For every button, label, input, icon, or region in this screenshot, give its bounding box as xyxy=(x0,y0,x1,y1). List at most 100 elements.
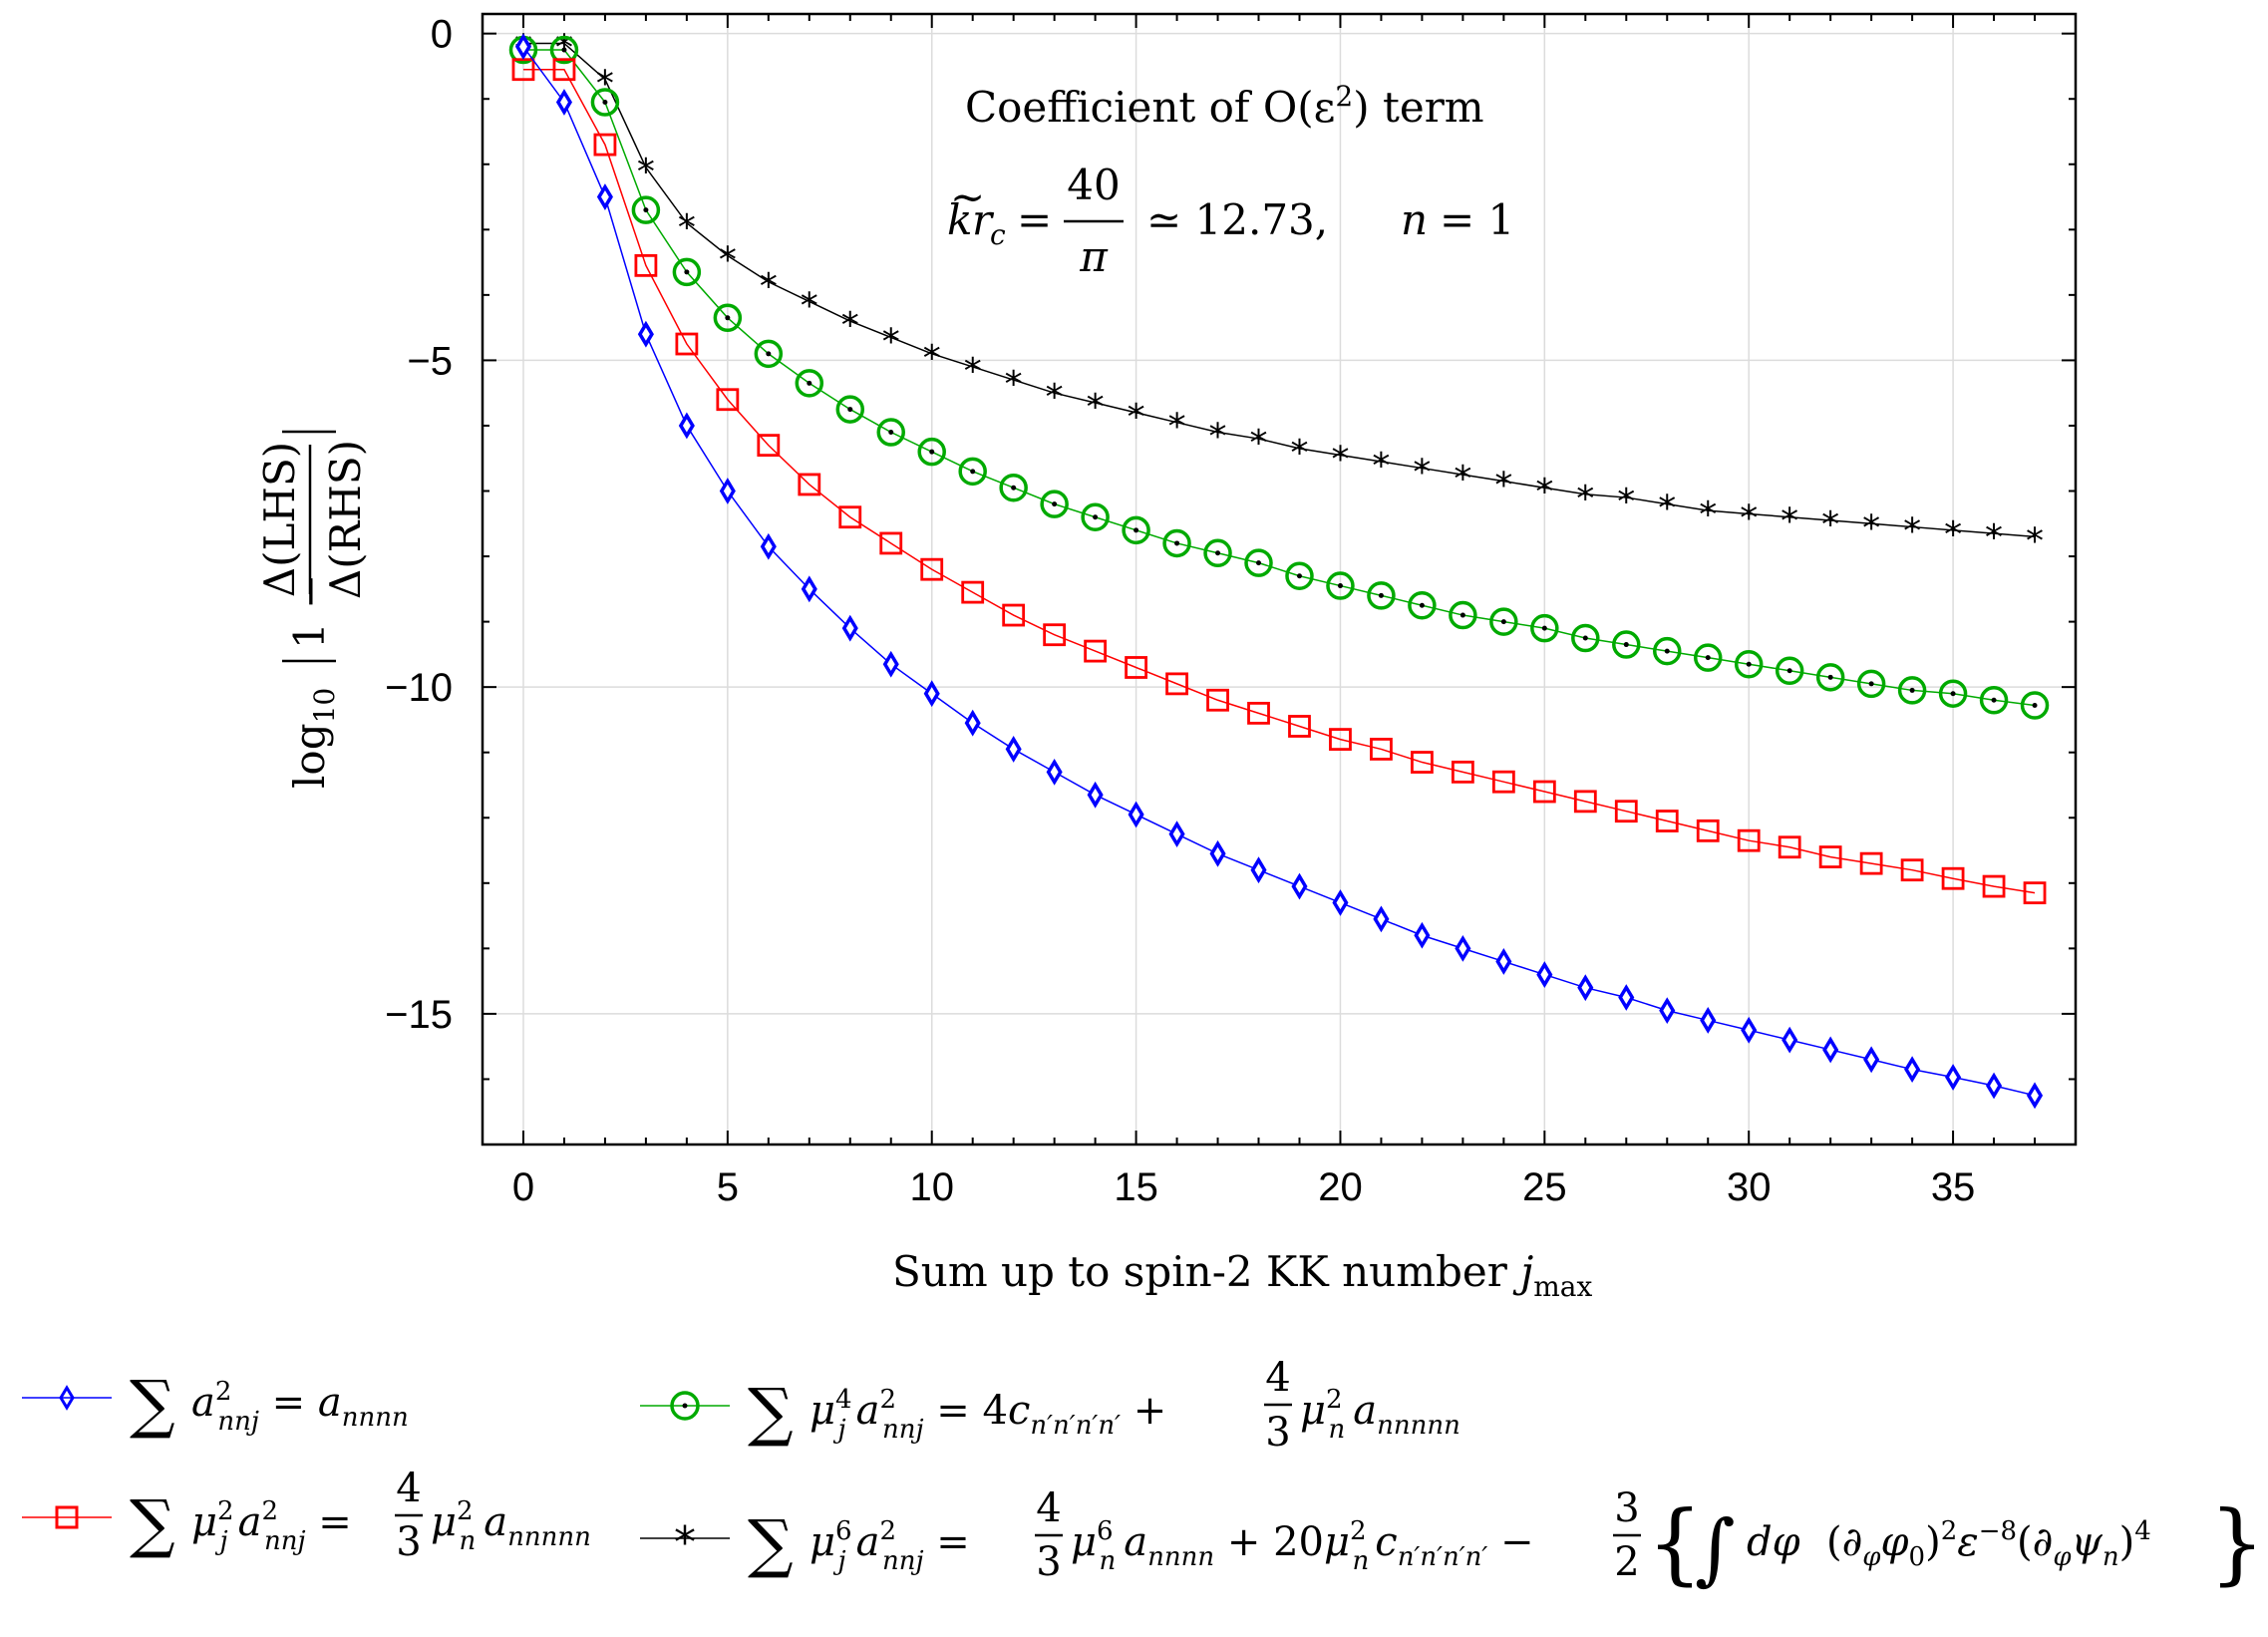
data-point xyxy=(917,437,946,467)
data-point xyxy=(1002,603,1026,627)
data-point: * xyxy=(1821,504,1839,545)
data-point xyxy=(1696,818,1720,842)
x-tick-label: 35 xyxy=(1931,1165,1976,1209)
data-point xyxy=(1863,1046,1880,1074)
data-point xyxy=(1491,770,1515,794)
data-point xyxy=(1775,656,1804,686)
data-point xyxy=(1367,581,1396,610)
data-point xyxy=(1778,835,1801,859)
data-point xyxy=(1941,866,1965,890)
data-point xyxy=(552,58,576,82)
data-point xyxy=(1815,663,1845,692)
svg-text:Δ(RHS): Δ(RHS) xyxy=(321,440,370,599)
y-axis-title: log10 1 − Δ(LHS) Δ(RHS) xyxy=(255,430,370,789)
data-point xyxy=(672,257,702,287)
data-point xyxy=(675,332,699,356)
data-point xyxy=(1128,801,1144,828)
legend-entry-green: ∑ μ4 j a2 nnj = 4cn′n′n′n′ + 4 3 μ2 n annnnn xyxy=(640,1355,1460,1456)
data-point xyxy=(1982,874,2006,898)
data-point xyxy=(961,580,985,604)
data-point xyxy=(1449,600,1477,630)
data-point xyxy=(1285,561,1314,590)
data-point xyxy=(719,478,736,504)
svg-text:4: 4 xyxy=(396,1466,421,1511)
data-point xyxy=(1856,669,1886,699)
svg-text:∑: ∑ xyxy=(130,1368,175,1442)
grid-lines xyxy=(483,14,2076,1145)
data-point xyxy=(1489,607,1518,636)
svg-text:3: 3 xyxy=(1614,1485,1639,1531)
svg-text:k: k xyxy=(947,195,972,244)
series-line xyxy=(522,49,2036,707)
y-tick-label: −5 xyxy=(407,339,453,383)
data-point: * xyxy=(678,207,696,248)
data-point xyxy=(1411,751,1434,774)
data-point xyxy=(1938,679,1968,708)
axis-ticks: 0 5 10 15 20 25 30 35 0 −5 −10 −15 xyxy=(385,13,2076,1209)
data-point xyxy=(1206,688,1229,712)
data-point xyxy=(1693,643,1723,672)
data-point xyxy=(1653,636,1682,666)
annotation-line2: k ~ r c = 40 π ≃ 12.73, n = 1 xyxy=(947,161,1514,281)
svg-text:π: π xyxy=(1079,232,1109,281)
data-point xyxy=(795,369,824,398)
data-point xyxy=(841,614,858,642)
data-point: * xyxy=(1617,482,1635,522)
svg-text:*: * xyxy=(674,1517,696,1568)
plot-frame xyxy=(481,12,2078,1146)
data-point xyxy=(1288,715,1311,738)
data-point xyxy=(1655,810,1679,832)
data-point xyxy=(1897,676,1927,705)
data-point xyxy=(1043,623,1067,647)
svg-text:Δ(LHS): Δ(LHS) xyxy=(255,442,304,597)
data-point xyxy=(590,88,620,117)
data-point: * xyxy=(1862,507,1880,548)
data-point xyxy=(1209,839,1226,867)
data-point xyxy=(1904,1056,1921,1084)
y-tick-label: 0 xyxy=(431,13,453,57)
data-point xyxy=(920,557,944,581)
series-line xyxy=(522,68,2036,894)
svg-text:2: 2 xyxy=(1614,1539,1639,1585)
data-point xyxy=(1087,781,1104,809)
svg-text:=: = xyxy=(1017,195,1052,244)
data-point xyxy=(1900,858,1924,882)
x-tick-label: 10 xyxy=(909,1165,954,1209)
svg-text:(∂φφ0)2ε−8(∂φψn)4: (∂φφ0)2ε−8(∂φψn)4 xyxy=(1826,1516,2151,1572)
data-point xyxy=(1203,538,1232,568)
data-point xyxy=(1979,686,2009,715)
data-point: * xyxy=(1250,423,1268,464)
data-point: * xyxy=(1413,453,1431,493)
data-point xyxy=(1571,623,1600,653)
y-tick-label: −15 xyxy=(385,993,453,1037)
x-tick-label: 25 xyxy=(1522,1165,1567,1209)
data-point xyxy=(631,195,661,224)
svg-text:3: 3 xyxy=(1036,1539,1061,1585)
data-point xyxy=(757,434,781,458)
data-point xyxy=(1125,656,1147,679)
data-point: * xyxy=(1944,514,1962,555)
data-point xyxy=(1370,738,1393,761)
data-point xyxy=(1734,649,1764,679)
data-point xyxy=(1329,728,1352,751)
data-point xyxy=(1659,997,1676,1025)
svg-text:dφ: dφ xyxy=(1747,1519,1800,1565)
data-point: * xyxy=(1290,433,1308,474)
data-point: * xyxy=(1576,479,1594,519)
data-point: * xyxy=(923,338,941,379)
data-point: * xyxy=(964,351,982,392)
svg-text:c: c xyxy=(990,218,1006,251)
data-point xyxy=(716,388,740,412)
data-point xyxy=(1945,1064,1962,1091)
x-tick-label: 15 xyxy=(1114,1165,1158,1209)
svg-text:4: 4 xyxy=(1265,1355,1290,1401)
x-tick-label: 30 xyxy=(1727,1165,1772,1209)
data-point xyxy=(1084,639,1108,663)
